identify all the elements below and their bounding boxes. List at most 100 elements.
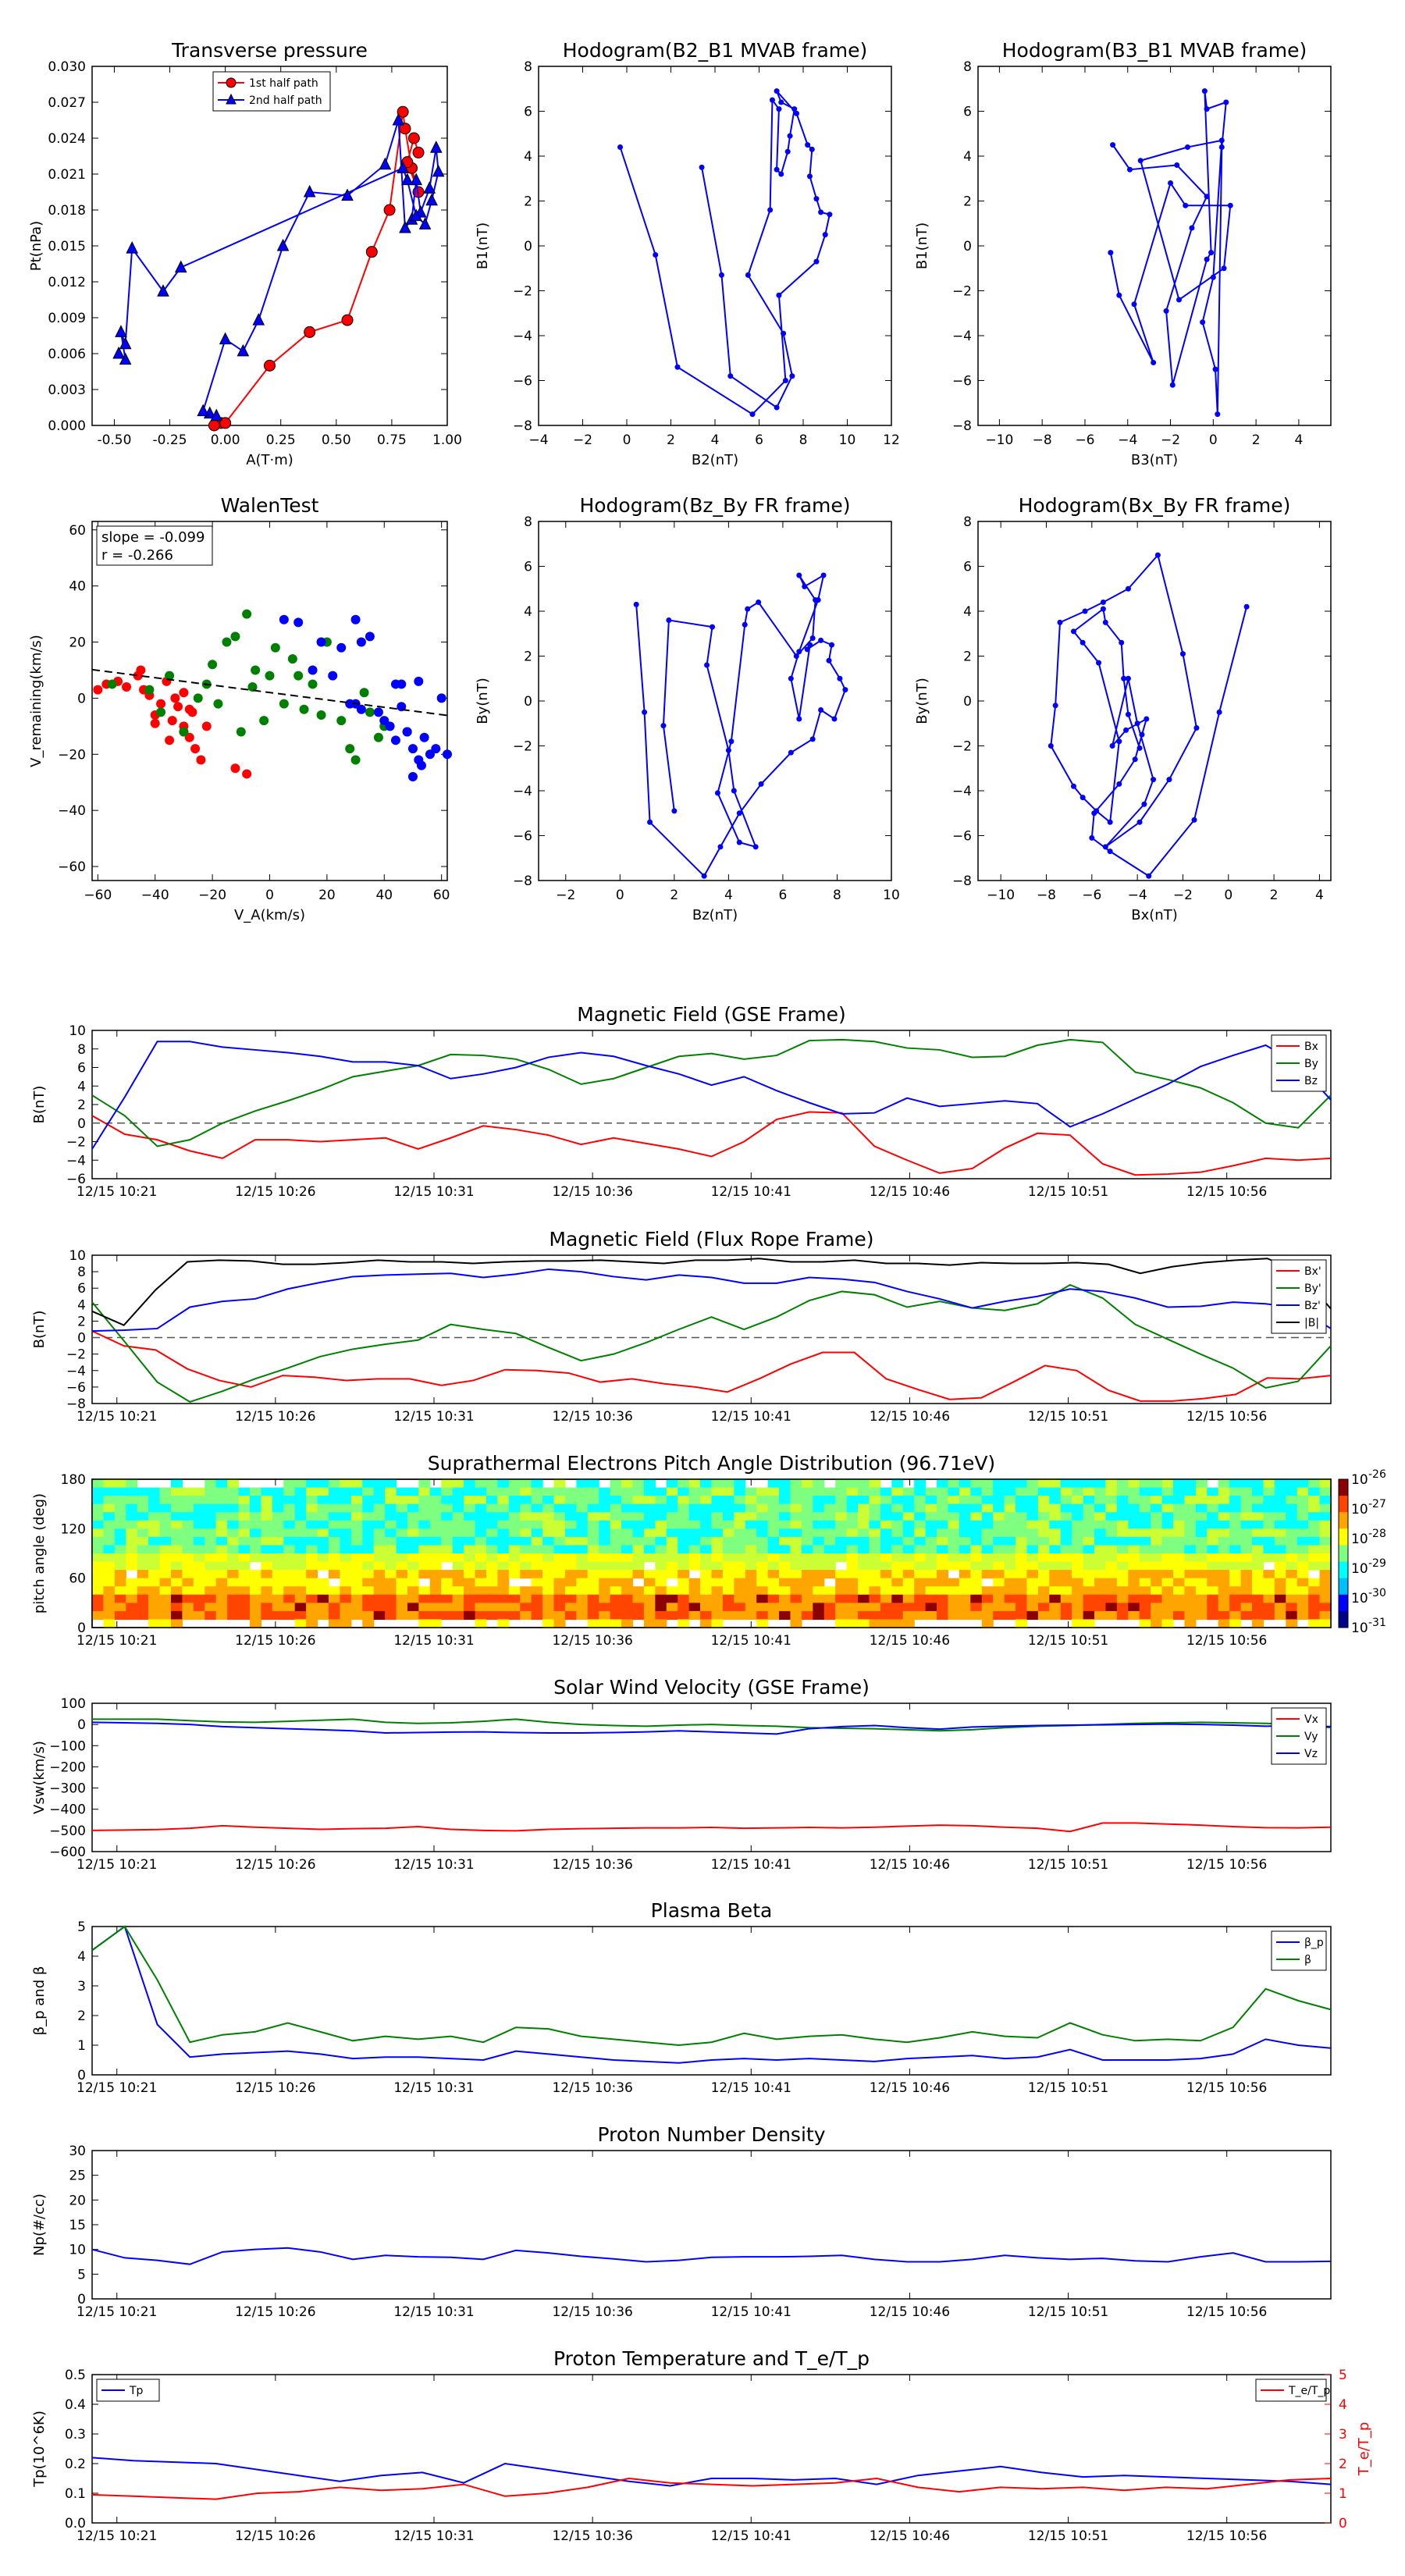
data-point (818, 637, 824, 643)
data-point (1169, 382, 1176, 388)
heatmap-cell (1286, 1594, 1298, 1603)
heatmap-cell (948, 1578, 960, 1587)
heatmap-cell (1297, 1603, 1309, 1612)
heatmap-cell (587, 1520, 599, 1529)
heatmap-cell (1094, 1536, 1107, 1546)
data-point (827, 212, 833, 218)
legend-label: β_p (1304, 1937, 1324, 1949)
heatmap-cell (1184, 1610, 1197, 1621)
data-point (1070, 628, 1076, 635)
heatmap-cell (1319, 1594, 1332, 1603)
x-tick-label: 12/15 10:56 (1186, 1184, 1267, 1200)
heatmap-cell (362, 1512, 375, 1521)
x-tick-label: 2 (667, 432, 675, 448)
heatmap-cell (464, 1479, 476, 1489)
heatmap-cell (767, 1520, 780, 1529)
heatmap-cell (1016, 1536, 1028, 1546)
heatmap-cell (1263, 1520, 1275, 1529)
heatmap-cell (880, 1619, 892, 1628)
heatmap-cell (350, 1586, 363, 1596)
heatmap-cell (429, 1594, 442, 1603)
heatmap-cell (1240, 1545, 1253, 1554)
heatmap-cell (497, 1610, 510, 1621)
heatmap-cell (869, 1487, 881, 1496)
heatmap-cell (1026, 1561, 1039, 1571)
heatmap-cell (1263, 1479, 1275, 1489)
heatmap-cell (1195, 1545, 1208, 1554)
heatmap-cell (745, 1512, 757, 1521)
heatmap-cell (170, 1520, 183, 1529)
heatmap-cell (441, 1503, 454, 1513)
heatmap-cell (1319, 1528, 1332, 1538)
heatmap-cell (429, 1570, 442, 1579)
y-tick-label: −200 (49, 1759, 86, 1775)
data-point (316, 710, 326, 720)
heatmap-cell (261, 1578, 273, 1587)
chart-title: Proton Temperature and T_e/T_p (553, 2347, 870, 2370)
heatmap-cell (340, 1545, 352, 1554)
heatmap-cell (790, 1496, 802, 1505)
heatmap-cell (238, 1536, 251, 1546)
heatmap-cell (441, 1479, 454, 1489)
heatmap-cell (756, 1545, 769, 1554)
heatmap-cell (1308, 1528, 1321, 1538)
heatmap-cell (1274, 1496, 1286, 1505)
heatmap-cell (813, 1570, 825, 1579)
heatmap-cell (1037, 1487, 1050, 1496)
heatmap-cell (227, 1487, 240, 1496)
heatmap-cell (249, 1586, 262, 1596)
heatmap-cell (937, 1487, 949, 1496)
data-point (432, 164, 445, 177)
heatmap-cell (823, 1545, 836, 1554)
heatmap-cell (193, 1536, 205, 1546)
heatmap-cell (418, 1479, 431, 1489)
data-point (410, 208, 422, 222)
heatmap-cell (385, 1520, 397, 1529)
heatmap-cell (1016, 1594, 1028, 1603)
heatmap-cell (1297, 1570, 1309, 1579)
x-tick-label: 4 (711, 432, 720, 448)
heatmap-cell (914, 1578, 927, 1587)
colorbar-tick-exponent: -31 (1368, 1617, 1386, 1629)
plot-frame (91, 2150, 1332, 2300)
heatmap-cell (542, 1570, 555, 1579)
colorbar-segment (1339, 1610, 1348, 1628)
data-point (758, 781, 764, 787)
data-point (1189, 225, 1195, 231)
heatmap-cell (801, 1603, 813, 1612)
y-tick-label: 4 (77, 1297, 86, 1313)
heatmap-cell (1229, 1520, 1242, 1529)
y-tick-label: 0.0 (65, 2516, 86, 2532)
heatmap-cell (441, 1520, 454, 1529)
data-point (414, 676, 424, 686)
heatmap-cell (790, 1512, 802, 1521)
heatmap-cell (1161, 1536, 1174, 1546)
heatmap-cell (396, 1487, 408, 1496)
data-point (1048, 743, 1054, 749)
heatmap-cell (756, 1553, 769, 1563)
y-tick-label: 0.000 (48, 418, 86, 434)
x-tick-label: 12/15 10:56 (1186, 2528, 1267, 2544)
heatmap-cell (261, 1586, 273, 1596)
data-point (144, 685, 155, 695)
heatmap-cell (159, 1578, 172, 1587)
heatmap-cell (643, 1570, 656, 1579)
heatmap-cell (835, 1553, 848, 1563)
series-line (91, 1038, 1332, 1147)
data-point (419, 732, 429, 742)
heatmap-cell (215, 1512, 228, 1521)
y-tick-label: 8 (963, 59, 972, 75)
heatmap-cell (925, 1553, 937, 1563)
heatmap-cell (126, 1496, 138, 1505)
heatmap-cell (542, 1619, 555, 1628)
heatmap-cell (891, 1586, 904, 1596)
x-tick-label: 12/15 10:41 (711, 2528, 791, 2544)
heatmap-cell (418, 1487, 431, 1496)
heatmap-cell (937, 1553, 949, 1563)
heatmap-cell (880, 1561, 892, 1571)
heatmap-cell (643, 1496, 656, 1505)
data-point (802, 583, 808, 589)
heatmap-cell (373, 1520, 386, 1529)
heatmap-cell (429, 1545, 442, 1554)
heatmap-cell (576, 1603, 589, 1612)
